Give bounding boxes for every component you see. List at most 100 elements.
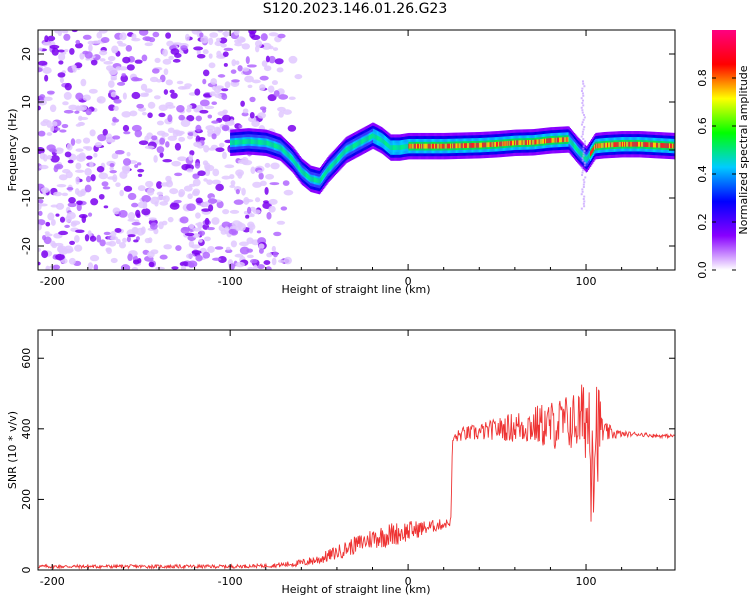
heatmap-speckle [38, 224, 42, 231]
heatmap-ridge-cell [410, 143, 412, 149]
heatmap-speckle [270, 162, 280, 170]
heatmap-speckle [79, 52, 85, 60]
heatmap-speckle [74, 244, 83, 252]
heatmap-ridge-cell [332, 161, 334, 167]
heatmap-speckle [276, 220, 286, 225]
heatmap-speckle [185, 253, 194, 259]
heatmap-speckle [141, 194, 151, 203]
ln-xtick-label: -200 [40, 575, 65, 588]
heatmap-ridge-cell [333, 160, 336, 166]
heatmap-ridge-cell [359, 140, 361, 146]
heatmap-ridge-cell [351, 144, 354, 150]
heatmap-ridge-cell [551, 137, 553, 143]
heatmap-speckle [127, 192, 137, 201]
heatmap-speckle [172, 58, 181, 63]
heatmap-ridge-cell [339, 154, 341, 160]
heatmap-speckle [265, 173, 275, 180]
heatmap-ridge-cell [445, 143, 448, 149]
heatmap-ridge-cell [481, 142, 483, 148]
heatmap-speckle [133, 239, 139, 243]
heatmap-ridge-cell [561, 137, 563, 143]
heatmap-ridge-cell [382, 139, 385, 144]
heatmap-ridge-cell [263, 140, 265, 145]
heatmap-x-label: Height of straight line (km) [281, 283, 430, 296]
heatmap-speckle [221, 124, 230, 132]
heatmap-speckle [122, 237, 127, 243]
heatmap-ridge-cell [234, 140, 236, 145]
heatmap-speckle [57, 72, 66, 78]
heatmap-ridge-cell [556, 137, 559, 143]
heatmap-ridge-cell [546, 138, 548, 144]
heatmap-speckle [195, 222, 202, 226]
heatmap-ridge-cell [505, 141, 507, 146]
heatmap-ridge-cell [558, 137, 561, 143]
heatmap-speckle [100, 36, 110, 43]
heatmap-speckle [147, 237, 153, 244]
heatmap-ridge-cell [446, 143, 449, 149]
heatmap-speckle [179, 216, 189, 224]
heatmap-ridge-cell [500, 141, 502, 147]
heatmap-ridge-cell [420, 143, 422, 149]
heatmap-speckle [238, 241, 249, 247]
heatmap-ridge-cell [315, 177, 317, 183]
heatmap-ridge-cell [615, 142, 617, 147]
heatmap-speckle [85, 175, 92, 183]
heatmap-ridge-cell [272, 142, 275, 148]
heatmap-speckle [118, 210, 128, 218]
heatmap-ridge-cell [400, 144, 403, 150]
heatmap-ridge-cell [301, 169, 303, 175]
heatmap-speckle [101, 181, 109, 187]
ln-xtick-label: 100 [576, 575, 597, 588]
heatmap-ridge-cell [252, 139, 254, 145]
heatmap-speckle [234, 42, 243, 47]
heatmap-ridge-cell [647, 142, 649, 148]
heatmap-ridge-cell [589, 151, 592, 157]
heatmap-speckle [278, 110, 284, 118]
heatmap-ridge-cell [437, 143, 439, 149]
heatmap-ridge-cell [518, 140, 520, 146]
heatmap-speckle [156, 146, 165, 154]
heatmap-speckle [81, 215, 87, 223]
heatmap-speckle [63, 49, 69, 53]
heatmap-speckle [266, 212, 272, 220]
heatmap-speckle [126, 151, 131, 157]
heatmap-ridge-cell [468, 143, 470, 148]
heatmap-ridge-cell [597, 143, 599, 149]
heatmap-speckle [215, 37, 222, 42]
heatmap-speckle [243, 197, 250, 205]
heatmap-ridge-cell [489, 142, 491, 148]
heatmap-speckle [192, 178, 201, 187]
heatmap-speckle [169, 202, 180, 210]
heatmap-ridge-cell [230, 140, 232, 146]
heatmap-speckle [90, 198, 99, 206]
heatmap-speckle [217, 111, 227, 116]
heatmap-ridge-cell [542, 138, 545, 144]
heatmap-speckle [55, 253, 65, 261]
heatmap-ridge-cell [508, 140, 511, 146]
heatmap-ridge-cell [363, 138, 365, 143]
heatmap-speckle [90, 59, 98, 66]
colorbar: 0.0 0.2 0.4 0.6 0.8 Normalized spectral ampl… [696, 30, 750, 279]
heatmap-speckle [193, 141, 202, 148]
heatmap-speckle [229, 184, 236, 189]
heatmap-speckle [199, 109, 209, 114]
heatmap-speckle [75, 138, 82, 144]
heatmap-speckle [197, 170, 206, 177]
heatmap-ridge-cell [309, 175, 311, 181]
heatmap-speckle [163, 68, 169, 76]
heatmap-speckle [58, 248, 69, 255]
heatmap-speckle [214, 93, 222, 98]
heatmap-ridge-cell [364, 137, 366, 143]
heatmap-ridge-cell [373, 133, 375, 139]
heatmap-speckle [268, 55, 276, 64]
heatmap-speckle [113, 98, 122, 104]
heatmap-ridge-cell [320, 176, 323, 182]
heatmap-speckle [119, 32, 127, 41]
heatmap-ridge-cell [447, 143, 450, 149]
heatmap-streak [582, 104, 585, 107]
heatmap-speckle [226, 246, 231, 251]
heatmap-speckle [167, 179, 173, 184]
heatmap-speckle [68, 257, 76, 265]
heatmap-speckle [174, 142, 182, 151]
